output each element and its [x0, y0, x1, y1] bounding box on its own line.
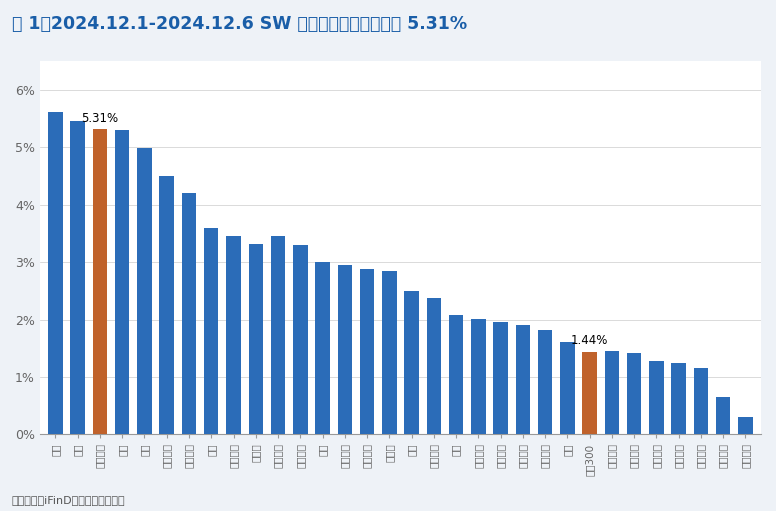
- Bar: [627, 353, 642, 434]
- Bar: [182, 193, 196, 434]
- Bar: [227, 236, 241, 434]
- Text: 图 1：2024.12.1-2024.12.6 SW 机械设备行业涨跌幅为 5.31%: 图 1：2024.12.1-2024.12.6 SW 机械设备行业涨跌幅为 5.…: [12, 15, 467, 33]
- Bar: [48, 111, 63, 434]
- Bar: [92, 129, 107, 434]
- Bar: [71, 121, 85, 434]
- Bar: [449, 315, 463, 434]
- Bar: [538, 330, 553, 434]
- Bar: [582, 352, 597, 434]
- Bar: [137, 148, 151, 434]
- Bar: [382, 271, 397, 434]
- Bar: [427, 298, 441, 434]
- Bar: [338, 265, 352, 434]
- Bar: [271, 236, 286, 434]
- Text: 1.44%: 1.44%: [571, 334, 608, 347]
- Bar: [293, 245, 307, 434]
- Bar: [404, 291, 419, 434]
- Bar: [494, 322, 508, 434]
- Bar: [560, 342, 574, 434]
- Bar: [605, 351, 619, 434]
- Bar: [738, 417, 753, 434]
- Bar: [716, 397, 730, 434]
- Bar: [671, 363, 686, 434]
- Bar: [248, 244, 263, 434]
- Bar: [694, 368, 708, 434]
- Bar: [160, 176, 174, 434]
- Text: 资料来源：iFinD，国元证券研究所: 资料来源：iFinD，国元证券研究所: [12, 495, 125, 505]
- Bar: [315, 262, 330, 434]
- Text: 5.31%: 5.31%: [81, 112, 119, 125]
- Bar: [515, 326, 530, 434]
- Bar: [650, 361, 663, 434]
- Bar: [471, 319, 486, 434]
- Bar: [115, 130, 130, 434]
- Bar: [204, 227, 219, 434]
- Bar: [360, 269, 374, 434]
